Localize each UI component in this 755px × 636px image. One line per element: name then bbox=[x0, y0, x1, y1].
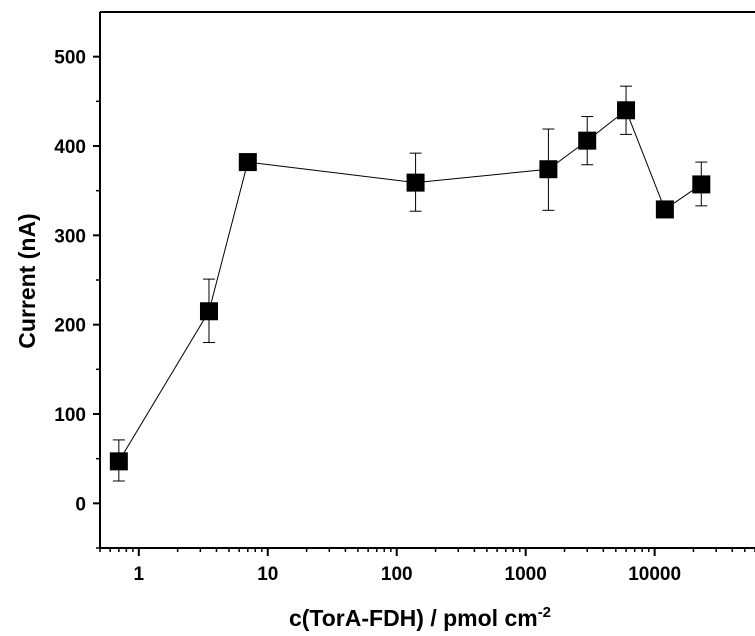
data-point bbox=[199, 302, 218, 321]
data-point bbox=[406, 173, 425, 192]
x-tick-label: 1000 bbox=[505, 564, 547, 585]
x-tick-label: 10000 bbox=[628, 564, 681, 585]
y-tick-label: 0 bbox=[75, 494, 86, 515]
data-series bbox=[109, 85, 711, 482]
series-line bbox=[118, 109, 702, 462]
y-axis-title: Current (nA) bbox=[14, 213, 40, 348]
tick-labels: 0 100 200 300 400 500 1 10 100 1000 10000 bbox=[54, 48, 681, 585]
data-point bbox=[238, 153, 257, 172]
data-point bbox=[617, 101, 636, 120]
x-tick-label: 1 bbox=[134, 564, 145, 585]
x-tick-label: 100 bbox=[381, 564, 413, 585]
y-tick-label: 400 bbox=[54, 137, 86, 158]
data-point bbox=[109, 452, 128, 471]
x-axis-title-superscript: -2 bbox=[538, 604, 551, 621]
axes bbox=[93, 11, 755, 556]
y-tick-label: 100 bbox=[54, 405, 86, 426]
data-point bbox=[692, 175, 711, 194]
y-tick-label: 500 bbox=[54, 48, 86, 69]
data-point bbox=[655, 200, 674, 219]
y-tick-label: 300 bbox=[54, 226, 86, 247]
x-tick-label: 10 bbox=[257, 564, 278, 585]
x-axis-title-text: c(TorA-FDH) / pmol cm bbox=[289, 605, 538, 631]
x-axis-title: c(TorA-FDH) / pmol cm-2 bbox=[289, 604, 551, 631]
data-point bbox=[539, 160, 558, 179]
data-point bbox=[578, 131, 597, 150]
y-tick-label: 200 bbox=[54, 316, 86, 337]
